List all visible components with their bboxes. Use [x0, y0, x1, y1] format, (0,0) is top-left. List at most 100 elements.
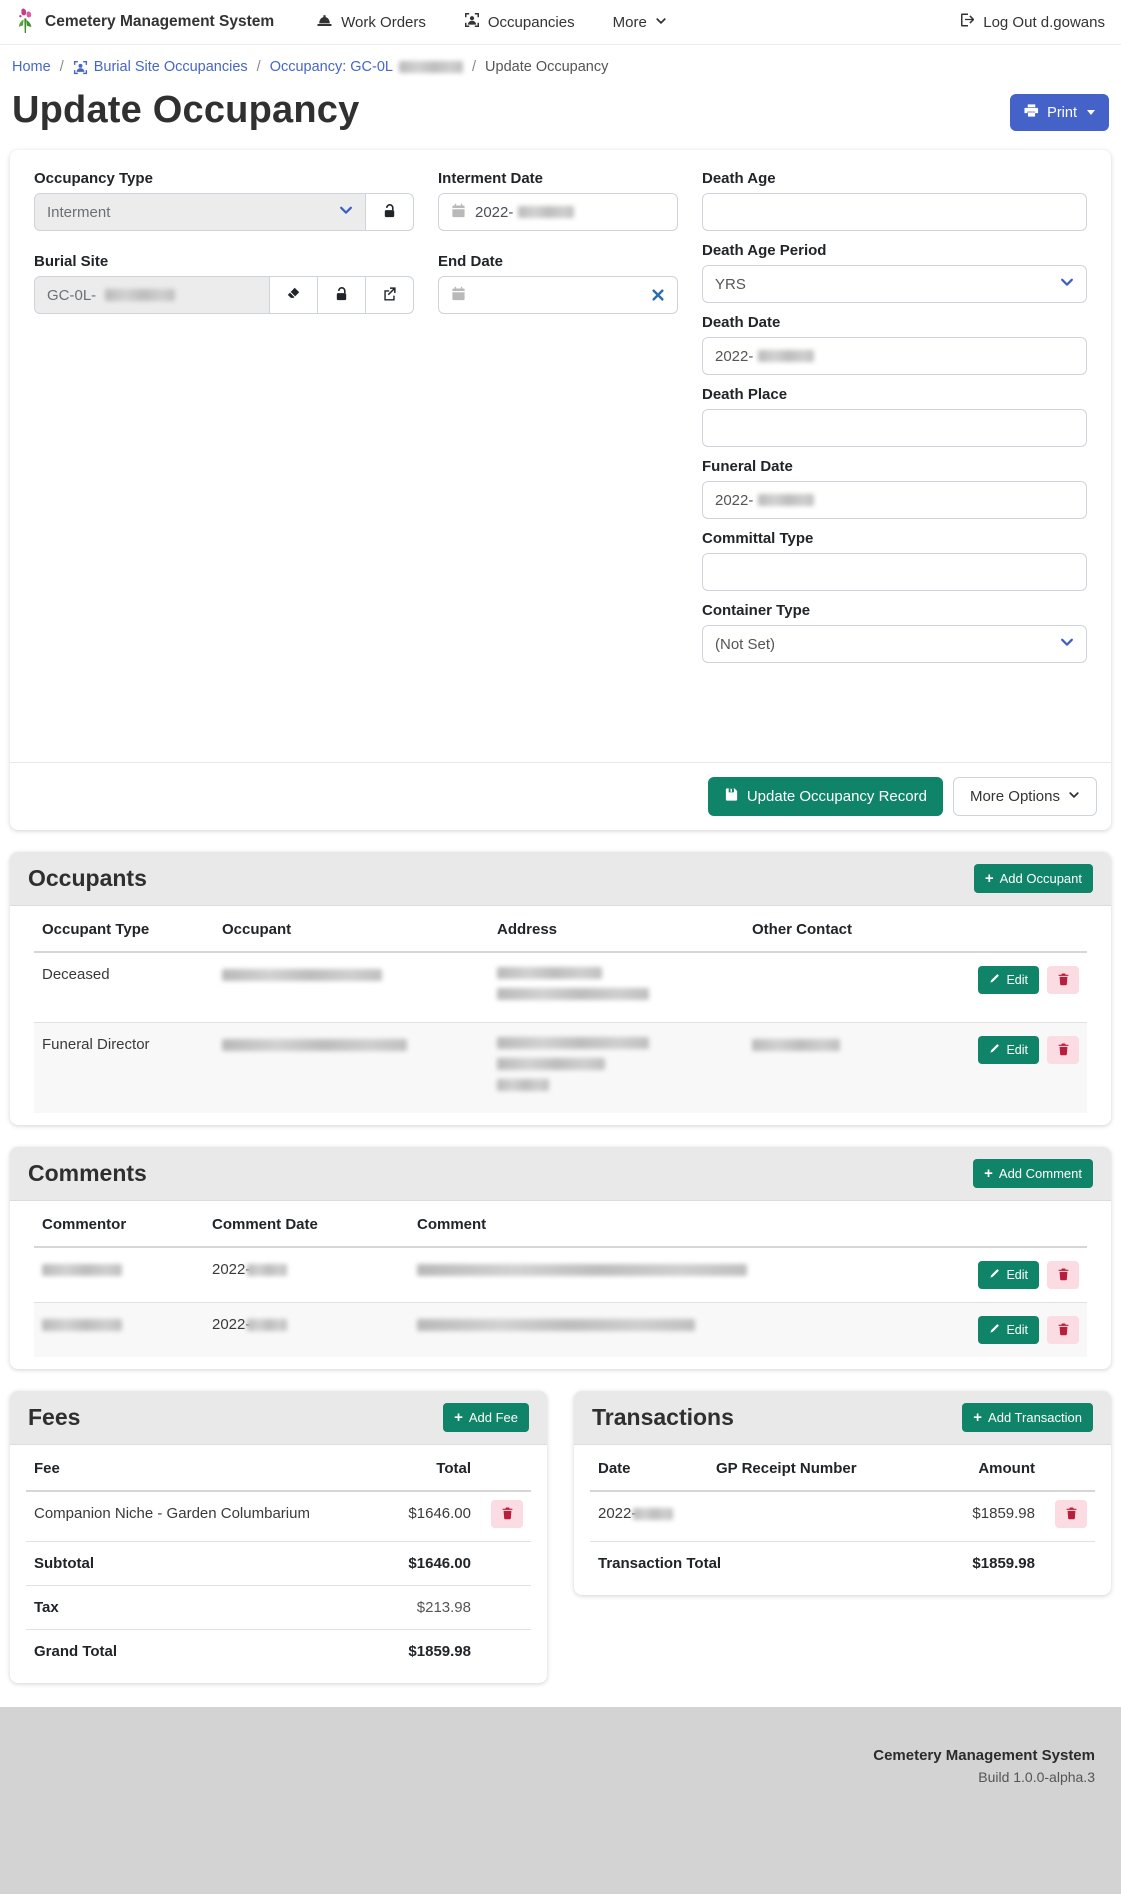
- burial-site-unlock-button[interactable]: [318, 276, 366, 314]
- trash-icon: [1057, 1042, 1070, 1059]
- redacted-text: [399, 61, 463, 73]
- delete-occupant-button[interactable]: [1047, 966, 1079, 994]
- plus-icon: +: [984, 870, 994, 887]
- end-date-label: End Date: [438, 253, 504, 270]
- col-commentor: Commentor: [34, 1203, 204, 1248]
- redacted-text: [758, 494, 815, 506]
- redacted-text: [518, 206, 575, 218]
- burial-site-open-button[interactable]: [366, 276, 414, 314]
- nav-work-orders[interactable]: Work Orders: [316, 13, 426, 32]
- col-total: Total: [379, 1447, 479, 1492]
- col-fee: Fee: [26, 1447, 379, 1492]
- redacted-address: [497, 988, 649, 1000]
- logout-icon: [959, 12, 975, 32]
- add-occupant-label: Add Occupant: [999, 871, 1082, 886]
- edit-label: Edit: [1006, 1268, 1028, 1282]
- delete-occupant-button[interactable]: [1047, 1036, 1079, 1064]
- occupancy-type-unlock-button[interactable]: [366, 193, 414, 231]
- add-comment-label: Add Comment: [998, 1166, 1082, 1181]
- breadcrumb-burial-site-occupancies[interactable]: Burial Site Occupancies: [73, 59, 248, 75]
- redacted-address: [497, 1058, 605, 1070]
- person-bounding-box-icon: [73, 60, 88, 75]
- committal-type-input[interactable]: [702, 553, 1087, 591]
- update-occupancy-record-button[interactable]: Update Occupancy Record: [707, 777, 943, 816]
- eraser-icon: [286, 286, 301, 304]
- page-footer: Cemetery Management System Build 1.0.0-a…: [0, 1707, 1121, 1894]
- plus-icon: +: [454, 1409, 463, 1426]
- end-date-clear-icon[interactable]: [651, 288, 665, 302]
- subtotal-label: Subtotal: [26, 1541, 379, 1586]
- col-occupant-type: Occupant Type: [34, 908, 214, 953]
- breadcrumb-home[interactable]: Home: [12, 59, 51, 75]
- edit-comment-button[interactable]: Edit: [978, 1316, 1039, 1344]
- nav-work-orders-label: Work Orders: [341, 13, 426, 31]
- container-type-select[interactable]: (Not Set): [702, 625, 1087, 663]
- interment-date-label: Interment Date: [438, 170, 544, 187]
- transaction-date: 2022-: [598, 1505, 637, 1522]
- add-transaction-button[interactable]: + Add Transaction: [962, 1403, 1093, 1432]
- death-date-input[interactable]: 2022-: [702, 337, 1087, 375]
- nav-occupancies[interactable]: Occupancies: [464, 12, 575, 32]
- death-place-input[interactable]: [702, 409, 1087, 447]
- redacted-commentor: [42, 1264, 122, 1277]
- fees-subtotal-row: Subtotal $1646.00: [26, 1541, 531, 1586]
- redacted-address: [497, 967, 602, 979]
- caret-down-icon: [1087, 110, 1095, 115]
- delete-fee-button[interactable]: [491, 1500, 523, 1528]
- death-age-input[interactable]: [702, 193, 1087, 231]
- breadcrumb: Home / Burial Site Occupancies / Occupan…: [0, 45, 1121, 75]
- occupancy-type-value: Interment: [47, 203, 111, 221]
- more-options-label: More Options: [969, 788, 1060, 805]
- edit-label: Edit: [1006, 973, 1028, 987]
- delete-comment-button[interactable]: [1047, 1261, 1079, 1289]
- col-address: Address: [489, 908, 744, 953]
- delete-transaction-button[interactable]: [1055, 1500, 1087, 1528]
- trash-icon: [1057, 1322, 1070, 1339]
- footer-build-version: Build 1.0.0-alpha.3: [978, 1769, 1095, 1785]
- add-occupant-button[interactable]: + Add Occupant: [973, 864, 1093, 893]
- end-date-input[interactable]: [438, 276, 678, 314]
- burial-site-input[interactable]: GC-0L-: [34, 276, 270, 314]
- logout-link[interactable]: Log Out d.gowans: [959, 12, 1105, 32]
- occupant-row: Deceased Edit: [34, 951, 1087, 1023]
- nav-more[interactable]: More: [613, 14, 667, 31]
- redacted-text: [758, 350, 815, 362]
- edit-occupant-button[interactable]: Edit: [978, 1036, 1039, 1064]
- trash-icon: [501, 1506, 514, 1523]
- burial-site-label: Burial Site: [34, 253, 109, 270]
- pencil-icon: [989, 1323, 1000, 1337]
- logout-label: Log Out d.gowans: [983, 13, 1105, 31]
- fees-title: Fees: [28, 1404, 81, 1430]
- footer-app-name: Cemetery Management System: [873, 1747, 1095, 1764]
- container-type-label: Container Type: [702, 602, 811, 619]
- redacted-occupant-name: [222, 969, 382, 982]
- add-fee-button[interactable]: + Add Fee: [443, 1403, 529, 1432]
- add-comment-button[interactable]: + Add Comment: [973, 1159, 1093, 1188]
- tax-label: Tax: [26, 1585, 379, 1630]
- occupants-section: Occupants + Add Occupant Occupant Type O…: [10, 852, 1111, 1125]
- funeral-date-input[interactable]: 2022-: [702, 481, 1087, 519]
- burial-site-erase-button[interactable]: [270, 276, 318, 314]
- fees-table: Fee Total Companion Niche - Garden Colum…: [26, 1447, 531, 1673]
- page-title: Update Occupancy: [12, 89, 360, 131]
- delete-comment-button[interactable]: [1047, 1316, 1079, 1344]
- breadcrumb-occupancy[interactable]: Occupancy: GC-0L: [270, 59, 463, 75]
- more-options-button[interactable]: More Options: [952, 777, 1097, 816]
- nav-occupancies-label: Occupancies: [487, 13, 575, 31]
- edit-comment-button[interactable]: Edit: [978, 1261, 1039, 1289]
- death-age-period-select[interactable]: YRS: [702, 265, 1087, 303]
- calendar-icon: [451, 286, 466, 305]
- interment-date-input[interactable]: 2022-: [438, 193, 678, 231]
- pencil-icon: [989, 1268, 1000, 1282]
- transaction-row: 2022- $1859.98: [590, 1490, 1095, 1542]
- save-icon: [724, 787, 739, 806]
- add-transaction-label: Add Transaction: [988, 1410, 1082, 1425]
- transactions-title: Transactions: [592, 1404, 734, 1430]
- occupancy-type-select[interactable]: Interment: [34, 193, 366, 231]
- update-occupancy-record-label: Update Occupancy Record: [746, 788, 927, 805]
- edit-occupant-button[interactable]: Edit: [978, 966, 1039, 994]
- print-button[interactable]: Print: [1010, 94, 1109, 131]
- death-age-label: Death Age: [702, 170, 776, 187]
- comment-row: 2022- Edit: [34, 1246, 1087, 1303]
- redacted-comment: [417, 1264, 747, 1277]
